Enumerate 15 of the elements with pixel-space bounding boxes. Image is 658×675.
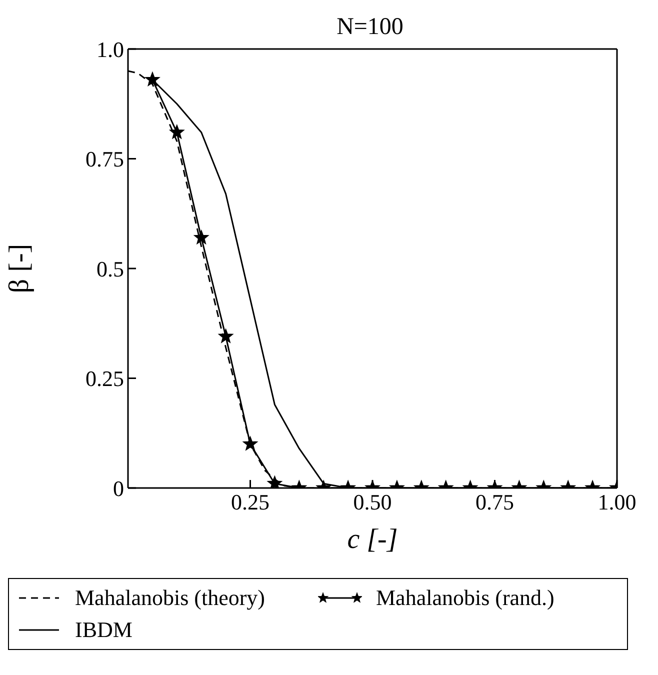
y-tick-label: 0.5 — [96, 256, 124, 282]
x-tick-label: 0.75 — [476, 490, 514, 515]
chart-title: N=100 — [336, 14, 404, 40]
y-tick-label: 1.0 — [96, 36, 124, 62]
y-axis-title: β [-] — [4, 244, 35, 294]
legend-label: Mahalanobis (rand.) — [376, 585, 554, 611]
x-tick-label: 1.00 — [598, 490, 636, 515]
legend-label: Mahalanobis (theory) — [75, 585, 265, 611]
x-axis-title: c [-] — [347, 524, 398, 555]
x-tick-label: 0.25 — [231, 490, 270, 515]
y-tick-label: 0.75 — [86, 146, 124, 172]
y-tick-label: 0 — [113, 476, 124, 501]
legend-label: IBDM — [75, 617, 132, 643]
y-tick-label: 0.25 — [86, 366, 124, 392]
x-tick-label: 0.50 — [353, 490, 392, 515]
